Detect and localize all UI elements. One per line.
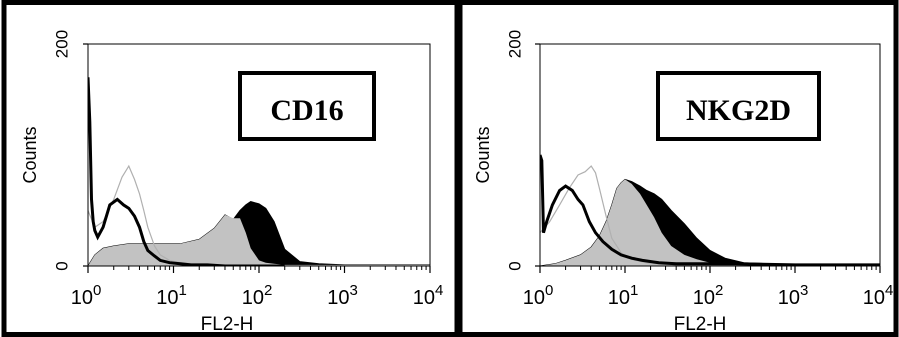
x-tick-label-nkg2d: 103 xyxy=(778,282,809,309)
plot-area-nkg2d xyxy=(540,154,880,266)
marker-label-box-cd16: CD16 xyxy=(238,71,376,141)
x-tick-label-nkg2d: 104 xyxy=(863,282,894,309)
x-axis-label-cd16: FL2-H xyxy=(201,314,254,335)
x-tick-label-nkg2d: 100 xyxy=(523,282,554,309)
x-tick-label-cd16: 102 xyxy=(242,282,273,309)
isotype-histogram-line-cd16 xyxy=(88,77,285,266)
x-tick-label-cd16: 101 xyxy=(156,282,187,309)
x-tick-label-cd16: 104 xyxy=(413,282,444,309)
x-tick-label-cd16: 100 xyxy=(71,282,102,309)
x-tick-label-nkg2d: 101 xyxy=(608,282,639,309)
plot-area-cd16 xyxy=(88,77,430,266)
y-axis-label-cd16: Counts xyxy=(20,126,40,183)
marker-label-nkg2d: NKG2D xyxy=(686,94,791,127)
overlay-histogram-cd16 xyxy=(88,214,430,266)
overlay-histogram-nkg2d xyxy=(540,179,880,266)
marker-label-box-nkg2d: NKG2D xyxy=(656,71,821,141)
x-tick-label-nkg2d: 102 xyxy=(693,282,724,309)
marker-label-cd16: CD16 xyxy=(270,94,343,127)
y-tick-label-nkg2d: 0 xyxy=(506,261,525,270)
y-tick-label-cd16: 0 xyxy=(53,261,72,270)
histogram-nkg2d: 100 101 102 103 104 0 200 FL2-H Counts xyxy=(473,30,893,335)
y-tick-label-cd16: 200 xyxy=(53,30,72,58)
isotype-histogram-line-nkg2d xyxy=(540,154,880,266)
panel-left-frame xyxy=(1,0,460,337)
x-tick-label-cd16: 103 xyxy=(327,282,358,309)
histogram-cd16: 100 101 102 103 104 0 200 FL2-H Counts xyxy=(20,30,443,335)
y-tick-label-nkg2d: 200 xyxy=(506,30,525,58)
y-axis-label-nkg2d: Counts xyxy=(473,126,493,183)
x-axis-label-nkg2d: FL2-H xyxy=(674,314,727,335)
panel-right-frame xyxy=(457,0,899,337)
